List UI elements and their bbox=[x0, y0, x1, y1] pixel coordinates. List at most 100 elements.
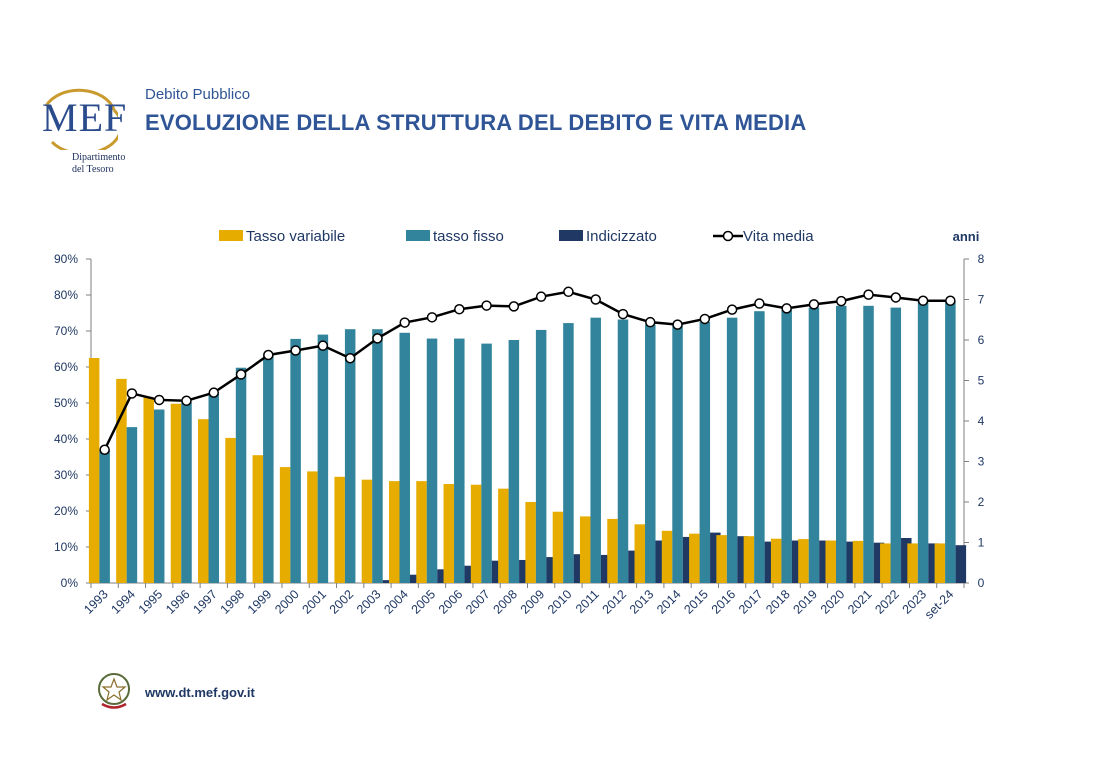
left-axis-tick-label: 0% bbox=[61, 576, 79, 590]
bar-indicizzato bbox=[382, 580, 394, 583]
legend-label: tasso fisso bbox=[433, 228, 504, 245]
x-axis-tick-label: 2003 bbox=[354, 587, 384, 617]
x-axis-tick-label: 1996 bbox=[163, 587, 193, 617]
x-axis-tick-label: 2014 bbox=[654, 587, 684, 617]
x-axis-tick-label: 2015 bbox=[681, 587, 711, 617]
bar-tasso-variabile bbox=[934, 543, 946, 583]
left-axis-tick-label: 50% bbox=[54, 396, 78, 410]
bar-tasso-fisso bbox=[99, 450, 110, 583]
vita-media-point bbox=[508, 301, 520, 312]
bar-tasso-variabile bbox=[361, 479, 373, 583]
right-axis-tick-label: 2 bbox=[978, 495, 985, 509]
bar-tasso-fisso bbox=[781, 309, 792, 583]
x-axis-tick-label: 1994 bbox=[108, 587, 138, 617]
bar-indicizzato bbox=[682, 536, 694, 583]
bar-tasso-variabile bbox=[198, 419, 209, 583]
bar-indicizzato bbox=[491, 560, 503, 583]
bar-tasso-variabile bbox=[388, 481, 400, 583]
x-axis-tick-label: 2012 bbox=[600, 587, 630, 617]
legend-swatch bbox=[406, 230, 430, 241]
bar-tasso-fisso bbox=[645, 324, 656, 583]
x-axis-tick-label: 1998 bbox=[218, 587, 248, 617]
legend-label: Indicizzato bbox=[586, 228, 657, 245]
right-axis-tick-label: 4 bbox=[978, 414, 985, 428]
bar-indicizzato bbox=[846, 541, 857, 583]
right-axis-tick-label: 7 bbox=[978, 293, 985, 307]
vita-media-point bbox=[617, 308, 629, 320]
x-axis-tick-label: 1999 bbox=[245, 587, 275, 617]
bar-tasso-fisso bbox=[372, 329, 383, 583]
vita-media-point bbox=[181, 395, 192, 406]
bar-tasso-variabile bbox=[470, 484, 482, 583]
bar-tasso-fisso bbox=[508, 340, 520, 583]
legend-swatch bbox=[559, 230, 583, 241]
x-axis-tick-label: 2008 bbox=[490, 587, 520, 617]
bar-indicizzato bbox=[928, 543, 939, 583]
bar-tasso-fisso bbox=[399, 332, 410, 583]
right-axis-tick-label: 0 bbox=[978, 576, 985, 590]
bar-indicizzato bbox=[600, 554, 612, 583]
bar-tasso-variabile bbox=[552, 511, 564, 583]
bar-indicizzato bbox=[628, 550, 639, 583]
bar-indicizzato bbox=[955, 545, 967, 583]
left-axis-tick-label: 80% bbox=[54, 288, 78, 302]
bar-tasso-variabile bbox=[579, 516, 591, 583]
bar-tasso-fisso bbox=[208, 394, 220, 583]
bar-tasso-variabile bbox=[307, 471, 318, 583]
bar-tasso-variabile bbox=[852, 540, 864, 583]
bar-tasso-variabile bbox=[907, 543, 918, 583]
bar-tasso-fisso bbox=[344, 329, 356, 583]
vita-media-point bbox=[317, 340, 329, 351]
bar-indicizzato bbox=[791, 540, 803, 583]
left-axis-tick-label: 30% bbox=[54, 468, 78, 482]
right-axis-tick-label: 5 bbox=[978, 374, 985, 388]
vita-media-point bbox=[645, 316, 656, 328]
bar-tasso-fisso bbox=[153, 409, 165, 583]
legend-label: Vita media bbox=[743, 228, 814, 245]
legend-label: Tasso variabile bbox=[246, 228, 345, 245]
bar-indicizzato bbox=[409, 574, 421, 583]
bar-tasso-variabile bbox=[252, 455, 264, 583]
chart-bars bbox=[88, 301, 967, 583]
bar-tasso-variabile bbox=[743, 536, 755, 583]
vita-media-point bbox=[399, 317, 410, 328]
bar-tasso-fisso bbox=[317, 334, 329, 583]
bar-tasso-fisso bbox=[481, 343, 492, 583]
x-axis-tick-label: 2006 bbox=[436, 587, 466, 617]
bar-tasso-variabile bbox=[170, 403, 182, 583]
bar-tasso-variabile bbox=[416, 481, 427, 583]
vita-media-point bbox=[917, 295, 929, 306]
vita-media-point bbox=[481, 300, 492, 311]
vita-media-point bbox=[126, 388, 138, 399]
bar-tasso-fisso bbox=[835, 305, 847, 583]
bar-indicizzato bbox=[655, 540, 667, 583]
x-axis-tick-label: 2011 bbox=[573, 587, 602, 616]
bar-tasso-variabile bbox=[607, 518, 618, 583]
bar-tasso-variabile bbox=[880, 543, 891, 583]
vita-media-line bbox=[103, 290, 951, 451]
bar-tasso-variabile bbox=[716, 535, 727, 583]
mef-logo: MEF Dipartimento del Tesoro bbox=[38, 84, 148, 184]
bar-tasso-fisso bbox=[672, 325, 683, 583]
footer-url-link[interactable]: www.dt.mef.gov.it bbox=[145, 685, 255, 700]
vita-media-point bbox=[563, 286, 574, 298]
x-axis-tick-label: 2022 bbox=[872, 587, 902, 617]
x-axis-tick-label: 2000 bbox=[272, 587, 302, 617]
logo-dept-line1: Dipartimento bbox=[72, 152, 126, 163]
bar-tasso-fisso bbox=[590, 317, 601, 583]
x-axis-tick-label: 2009 bbox=[518, 587, 548, 617]
bar-tasso-variabile bbox=[525, 502, 536, 583]
x-axis-tick-label: 2018 bbox=[763, 587, 793, 617]
legend-swatch-marker bbox=[722, 230, 734, 242]
x-axis-tick-label: 2013 bbox=[627, 587, 657, 617]
x-axis-tick-label: set-24 bbox=[922, 587, 956, 621]
bar-indicizzato bbox=[710, 532, 721, 583]
logo-dept-line2: del Tesoro bbox=[72, 164, 114, 175]
bar-tasso-fisso bbox=[290, 338, 301, 583]
bar-tasso-variabile bbox=[334, 476, 345, 583]
bar-tasso-fisso bbox=[426, 338, 438, 583]
bar-tasso-fisso bbox=[535, 329, 547, 583]
vita-media-point bbox=[808, 299, 820, 310]
bar-indicizzato bbox=[519, 559, 530, 583]
bar-tasso-fisso bbox=[235, 367, 247, 583]
